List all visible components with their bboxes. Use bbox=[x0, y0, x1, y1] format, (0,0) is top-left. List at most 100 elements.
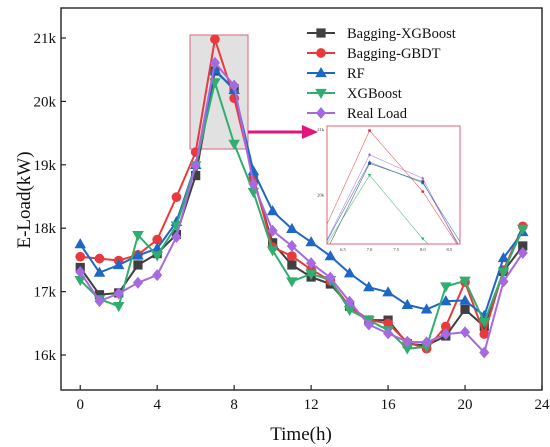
data-point bbox=[325, 271, 336, 284]
inset-data-point bbox=[368, 129, 372, 133]
data-point bbox=[74, 276, 86, 287]
data-point bbox=[401, 298, 414, 310]
data-point bbox=[498, 275, 509, 288]
series-group bbox=[74, 34, 529, 359]
data-point bbox=[440, 295, 452, 306]
data-point bbox=[74, 238, 86, 249]
data-point bbox=[420, 303, 433, 314]
x-tick-label: 20 bbox=[458, 397, 473, 413]
data-point bbox=[171, 231, 182, 244]
inset-data-point bbox=[368, 153, 372, 157]
zoom-arrow bbox=[248, 125, 318, 139]
zoom-inset: 6.5 7.0 7.5 8.0 8.5 20k 21k bbox=[317, 125, 461, 252]
data-point bbox=[152, 234, 163, 245]
data-point bbox=[75, 265, 86, 278]
data-point bbox=[112, 302, 125, 313]
inset-x-tick-label: 8.0 bbox=[420, 247, 426, 252]
data-point bbox=[479, 329, 490, 339]
data-point bbox=[517, 224, 529, 235]
data-point bbox=[324, 250, 337, 261]
legend-marker bbox=[315, 67, 327, 78]
data-point bbox=[94, 253, 105, 264]
legend-entry: Bagging-GBDT bbox=[307, 46, 441, 62]
legend-marker bbox=[315, 107, 327, 119]
series-real-load bbox=[75, 56, 528, 359]
data-point bbox=[132, 249, 144, 260]
x-tick-label: 0 bbox=[76, 397, 84, 413]
data-point bbox=[93, 266, 106, 277]
data-point bbox=[286, 277, 298, 288]
data-point bbox=[75, 251, 86, 262]
x-tick-label: 12 bbox=[304, 397, 319, 413]
inset-data-point bbox=[367, 173, 372, 177]
data-point bbox=[497, 252, 510, 263]
y-axis-title: E-Load(kW) bbox=[14, 151, 35, 248]
data-point bbox=[440, 321, 451, 332]
inset-y-tick-label: 21k bbox=[317, 127, 325, 132]
data-point bbox=[363, 281, 375, 292]
data-point bbox=[383, 318, 393, 329]
data-point bbox=[421, 336, 432, 349]
data-point bbox=[305, 236, 317, 247]
inset-y-tick-label: 20k bbox=[317, 192, 325, 197]
inset-data-point bbox=[421, 176, 425, 181]
legend-entry: Real Load bbox=[307, 106, 408, 122]
data-point bbox=[287, 251, 297, 261]
legend-entry: RF bbox=[307, 66, 365, 82]
data-point bbox=[383, 327, 394, 340]
data-point bbox=[343, 267, 356, 278]
inset-data-point bbox=[421, 237, 425, 241]
data-point bbox=[440, 328, 451, 341]
legend-label: Real Load bbox=[347, 106, 408, 122]
data-point bbox=[191, 170, 201, 181]
data-point bbox=[305, 269, 317, 280]
data-point bbox=[517, 246, 528, 259]
data-point bbox=[460, 304, 470, 314]
legend-label: XGBoost bbox=[347, 86, 402, 102]
y-tick-label: 21k bbox=[34, 31, 57, 47]
y-tick-label: 16k bbox=[34, 348, 57, 364]
inset-x-tick-label: 8.5 bbox=[447, 247, 453, 252]
data-point bbox=[518, 241, 528, 251]
data-point bbox=[459, 326, 471, 339]
data-point bbox=[497, 267, 510, 278]
inset-data-point bbox=[421, 190, 425, 194]
data-point bbox=[459, 294, 471, 305]
data-point bbox=[266, 246, 279, 257]
data-point bbox=[440, 282, 452, 293]
data-point bbox=[228, 139, 240, 150]
data-point bbox=[287, 260, 297, 270]
inset-data-point bbox=[367, 160, 372, 164]
data-point bbox=[401, 344, 414, 355]
data-point bbox=[479, 346, 490, 359]
legend-marker bbox=[316, 48, 326, 58]
data-point bbox=[209, 63, 221, 74]
data-point bbox=[248, 177, 259, 190]
data-point bbox=[266, 205, 279, 216]
data-point bbox=[94, 295, 105, 308]
inset-frame bbox=[326, 125, 461, 245]
x-tick-label: 4 bbox=[153, 397, 161, 413]
data-point bbox=[152, 269, 163, 282]
inset-x-tick-label: 7.0 bbox=[367, 247, 373, 252]
data-point bbox=[478, 317, 491, 329]
data-point bbox=[132, 276, 144, 289]
legend-label: RF bbox=[347, 66, 365, 82]
data-point bbox=[286, 239, 297, 252]
legend-entry: Bagging-XGBoost bbox=[307, 26, 456, 42]
y-tick-label: 17k bbox=[34, 285, 57, 301]
data-point bbox=[210, 34, 220, 45]
plot-frame bbox=[60, 7, 543, 391]
axis-ticks: 0 4 8 12 16 20 24 16k 17k 18k 19k 20k 21k bbox=[34, 31, 550, 413]
inset-data-point bbox=[368, 161, 371, 165]
data-point bbox=[343, 305, 356, 316]
legend-marker bbox=[316, 28, 326, 38]
data-point bbox=[267, 224, 278, 237]
inset-series-group bbox=[327, 129, 460, 244]
data-point bbox=[402, 335, 413, 348]
legend-label: Bagging-XGBoost bbox=[347, 26, 456, 42]
inset-x-tick-label: 7.5 bbox=[393, 247, 399, 252]
data-point bbox=[344, 295, 355, 308]
data-point bbox=[459, 276, 471, 287]
